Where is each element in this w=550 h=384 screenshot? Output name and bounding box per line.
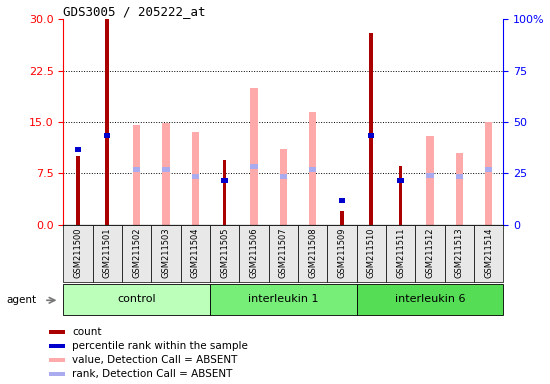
Text: GSM211500: GSM211500 — [73, 228, 82, 278]
Text: GSM211509: GSM211509 — [337, 228, 346, 278]
Text: GSM211501: GSM211501 — [103, 228, 112, 278]
Bar — [133, 167, 140, 172]
Text: control: control — [117, 294, 156, 304]
Bar — [426, 173, 433, 178]
Bar — [386, 225, 415, 282]
Bar — [222, 178, 228, 182]
Text: GSM211504: GSM211504 — [191, 228, 200, 278]
Bar — [485, 167, 492, 172]
Bar — [455, 153, 463, 225]
Bar — [356, 225, 386, 282]
Text: GSM211512: GSM211512 — [425, 228, 435, 278]
Bar — [162, 123, 169, 225]
Text: interleukin 1: interleukin 1 — [248, 294, 318, 304]
Bar — [239, 225, 268, 282]
Text: GSM211507: GSM211507 — [279, 228, 288, 278]
Text: GSM211508: GSM211508 — [308, 228, 317, 278]
Bar — [63, 284, 210, 315]
Bar — [104, 133, 111, 138]
Bar — [339, 198, 345, 203]
Bar — [455, 174, 463, 179]
Bar — [415, 225, 444, 282]
Bar — [162, 167, 169, 172]
Text: GSM211510: GSM211510 — [367, 228, 376, 278]
Text: rank, Detection Call = ABSENT: rank, Detection Call = ABSENT — [72, 369, 233, 379]
Text: GSM211514: GSM211514 — [484, 228, 493, 278]
Bar — [191, 132, 199, 225]
Bar — [309, 167, 316, 172]
Bar — [279, 174, 287, 179]
Text: GSM211511: GSM211511 — [396, 228, 405, 278]
Text: percentile rank within the sample: percentile rank within the sample — [72, 341, 248, 351]
Text: interleukin 6: interleukin 6 — [395, 294, 465, 304]
Bar — [49, 330, 65, 334]
Bar — [370, 33, 373, 225]
Bar — [398, 178, 404, 182]
Text: GSM211503: GSM211503 — [161, 228, 170, 278]
Text: GSM211502: GSM211502 — [132, 228, 141, 278]
Text: value, Detection Call = ABSENT: value, Detection Call = ABSENT — [72, 355, 238, 365]
Bar — [210, 284, 356, 315]
Bar — [49, 344, 65, 348]
Bar — [133, 125, 140, 225]
Bar — [474, 225, 503, 282]
Bar — [75, 147, 81, 152]
Text: count: count — [72, 327, 102, 337]
Bar — [106, 19, 109, 225]
Bar — [356, 284, 503, 315]
Bar — [210, 225, 239, 282]
Bar — [250, 88, 257, 225]
Bar — [327, 225, 356, 282]
Bar — [426, 136, 433, 225]
Bar — [63, 225, 92, 282]
Text: GSM211506: GSM211506 — [249, 228, 258, 278]
Bar — [340, 211, 344, 225]
Bar — [368, 133, 375, 138]
Bar — [399, 166, 403, 225]
Bar — [180, 225, 210, 282]
Bar — [76, 156, 80, 225]
Text: GSM211513: GSM211513 — [455, 228, 464, 278]
Bar — [223, 160, 227, 225]
Bar — [122, 225, 151, 282]
Bar — [92, 225, 122, 282]
Bar — [49, 372, 65, 376]
Bar — [298, 225, 327, 282]
Bar — [279, 149, 287, 225]
Bar — [485, 122, 492, 225]
Bar — [250, 164, 257, 169]
Bar — [191, 174, 199, 179]
Bar — [151, 225, 180, 282]
Text: GDS3005 / 205222_at: GDS3005 / 205222_at — [63, 5, 206, 18]
Text: agent: agent — [7, 295, 37, 305]
Bar — [49, 358, 65, 362]
Bar — [444, 225, 474, 282]
Text: GSM211505: GSM211505 — [220, 228, 229, 278]
Bar — [268, 225, 298, 282]
Bar — [309, 112, 316, 225]
